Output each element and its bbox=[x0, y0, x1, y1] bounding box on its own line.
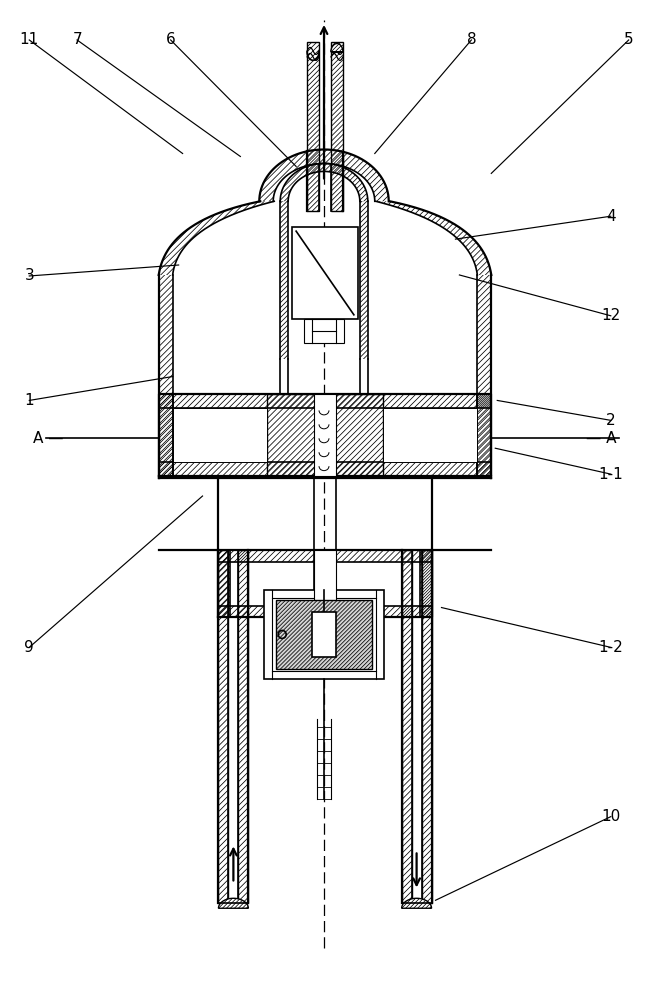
Text: 1-1: 1-1 bbox=[598, 467, 623, 482]
Text: 5: 5 bbox=[624, 32, 633, 47]
Bar bbox=[383, 408, 478, 462]
Polygon shape bbox=[219, 898, 249, 908]
Polygon shape bbox=[331, 44, 343, 52]
Bar bbox=[292, 227, 358, 319]
Bar bbox=[314, 550, 336, 617]
Text: 1-2: 1-2 bbox=[598, 640, 623, 655]
Bar bbox=[264, 590, 384, 679]
Polygon shape bbox=[402, 550, 411, 903]
Text: — A: — A bbox=[586, 431, 617, 446]
Polygon shape bbox=[402, 898, 432, 908]
Text: 6: 6 bbox=[165, 32, 175, 47]
Polygon shape bbox=[219, 550, 228, 903]
Polygon shape bbox=[422, 550, 432, 903]
Text: 7: 7 bbox=[72, 32, 82, 47]
Text: 4: 4 bbox=[606, 209, 616, 224]
Polygon shape bbox=[267, 394, 383, 476]
Polygon shape bbox=[238, 550, 249, 903]
Bar bbox=[314, 394, 336, 476]
Text: 2: 2 bbox=[606, 413, 616, 428]
Text: 1: 1 bbox=[25, 393, 34, 408]
Bar bbox=[304, 319, 344, 343]
Polygon shape bbox=[276, 600, 372, 669]
Text: 3: 3 bbox=[25, 268, 34, 283]
Text: 12: 12 bbox=[601, 308, 620, 323]
Text: 8: 8 bbox=[467, 32, 476, 47]
Polygon shape bbox=[331, 42, 343, 211]
Text: 10: 10 bbox=[601, 809, 620, 824]
Text: 11: 11 bbox=[19, 32, 39, 47]
Bar bbox=[312, 612, 336, 657]
Polygon shape bbox=[307, 42, 319, 211]
Bar bbox=[173, 408, 267, 462]
Text: A —: A — bbox=[33, 431, 64, 446]
Text: 9: 9 bbox=[25, 640, 34, 655]
